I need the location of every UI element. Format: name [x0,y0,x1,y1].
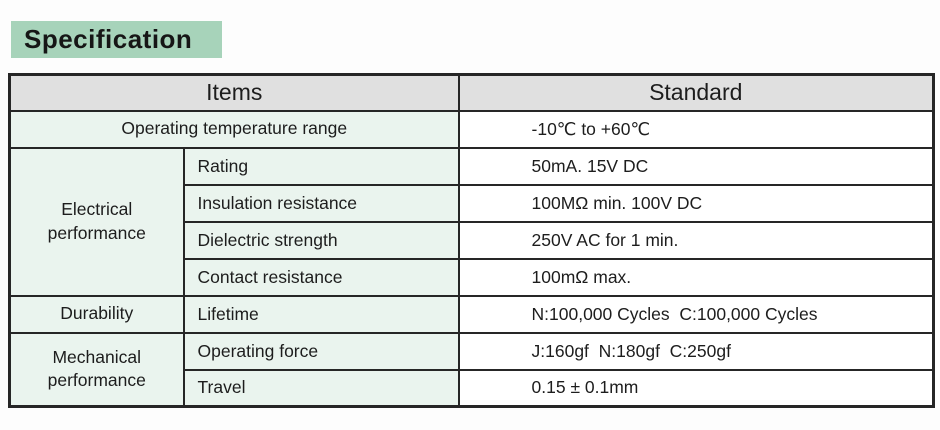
item-cell-travel: Travel [182,368,460,408]
value-cell-contact-resistance: 100mΩ max. [457,257,935,297]
column-header-standard: Standard [457,73,935,112]
value-cell-lifetime: N:100,000 Cycles C:100,000 Cycles [457,294,935,334]
column-header-items: Items [8,73,460,112]
table-row: Electrical performance Rating 50mA. 15V … [8,146,935,297]
item-cell-dielectric-strength: Dielectric strength [182,220,460,260]
value-cell-travel: 0.15 ± 0.1mm [457,368,935,408]
item-cell-operating-force: Operating force [182,331,460,371]
table-row: Operating temperature range -10℃ to +60℃ [8,109,935,149]
value-cell-operating-temperature-range: -10℃ to +60℃ [457,109,935,149]
table-row: Durability Lifetime N:100,000 Cycles C:1… [8,294,935,334]
value-cell-operating-force: J:160gf N:180gf C:250gf [457,331,935,371]
value-cell-insulation-resistance: 100MΩ min. 100V DC [457,183,935,223]
group-cell-mechanical-performance: Mechanical performance [8,331,185,408]
group-cell-durability: Durability [8,294,185,334]
item-cell-insulation-resistance: Insulation resistance [182,183,460,223]
table-row: Dielectric strength 250V AC for 1 min. [10,220,935,260]
title-band: Specification [11,21,222,58]
table-row: Travel 0.15 ± 0.1mm [10,368,935,408]
table-row: Mechanical performance Operating force J… [8,331,935,408]
page-title: Specification [24,24,193,54]
table-row: Contact resistance 100mΩ max. [10,257,935,297]
value-cell-dielectric-strength: 250V AC for 1 min. [457,220,935,260]
item-cell-operating-temperature-range: Operating temperature range [8,109,460,149]
value-cell-rating: 50mA. 15V DC [457,146,935,186]
item-cell-contact-resistance: Contact resistance [182,257,460,297]
group-cell-electrical-performance: Electrical performance [8,146,185,297]
item-cell-lifetime: Lifetime [182,294,460,334]
item-cell-rating: Rating [182,146,460,186]
table-row: Insulation resistance 100MΩ min. 100V DC [10,183,935,223]
spec-table: Items Standard Operating temperature ran… [8,73,936,408]
header-row: Items Standard [8,73,935,112]
